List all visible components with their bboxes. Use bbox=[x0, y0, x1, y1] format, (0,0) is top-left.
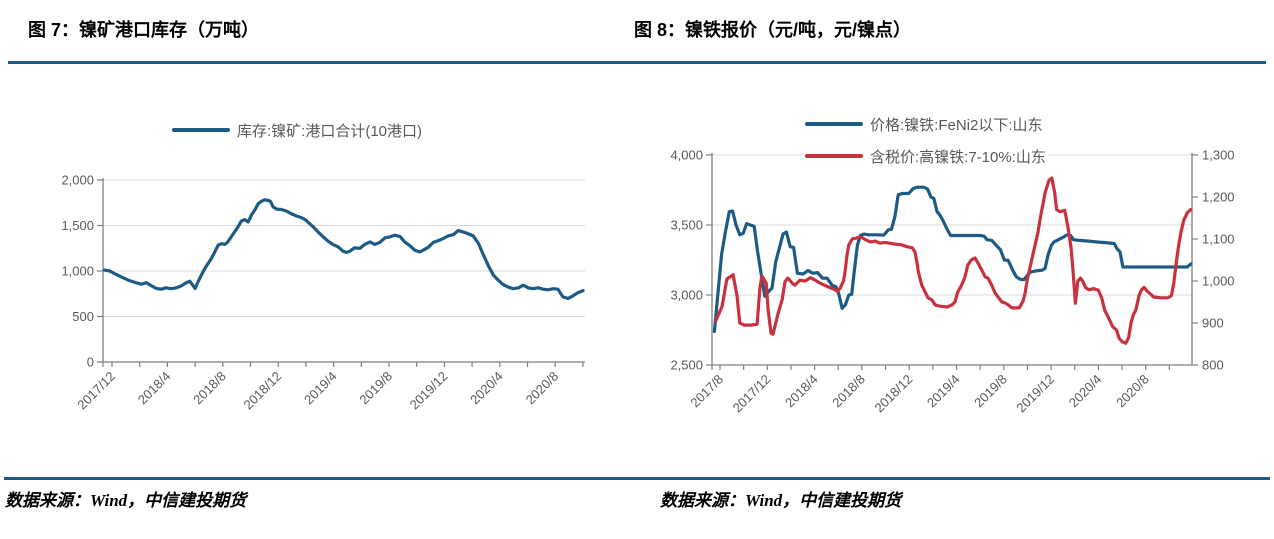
fig8-line-chart: 2,500 3,000 3,500 4,000 800 900 1,000 1,100 1,20… bbox=[670, 148, 1235, 416]
figure8-title: 图 8：镍铁报价（元/吨，元/镍点） bbox=[634, 20, 912, 40]
x-tick-label: 2020/8 bbox=[1113, 372, 1152, 411]
y-tick-label: 2,000 bbox=[61, 173, 94, 188]
x-tick-label: 2018/4 bbox=[135, 369, 174, 408]
y-tick-label: 3,000 bbox=[670, 288, 703, 303]
x-tick-label: 2018/4 bbox=[782, 372, 821, 411]
y-tick-label: 0 bbox=[87, 355, 94, 370]
fig7-legend-label: 库存:镍矿:港口合计(10港口) bbox=[237, 122, 423, 140]
x-tick-label: 2020/4 bbox=[467, 369, 506, 408]
header-divider-rule bbox=[8, 61, 1266, 64]
fig8-data-source: 数据来源：Wind，中信建投期货 bbox=[660, 491, 902, 510]
x-tick-label: 2017/12 bbox=[730, 372, 774, 416]
fig8-legend-label-blue: 价格:镍铁:FeNi2以下:山东 bbox=[870, 116, 1043, 134]
fig8-legend-swatch-red bbox=[805, 154, 863, 158]
x-tick-label: 2019/4 bbox=[924, 372, 963, 411]
fig7-data-source: 数据来源：Wind，中信建投期货 bbox=[5, 491, 247, 510]
figure7-title: 图 7：镍矿港口库存（万吨） bbox=[28, 20, 260, 40]
x-tick-label: 2019/12 bbox=[407, 369, 451, 413]
x-tick-label: 2018/12 bbox=[871, 372, 915, 416]
x-tick-label: 2020/4 bbox=[1066, 372, 1105, 411]
x-tick-label: 2017/8 bbox=[687, 372, 726, 411]
x-tick-label: 2018/8 bbox=[829, 372, 868, 411]
series-line bbox=[714, 176, 1193, 345]
series-line bbox=[102, 198, 585, 301]
y-tick-label: 1,500 bbox=[61, 218, 94, 233]
y-right-tick-label: 900 bbox=[1202, 316, 1224, 331]
x-tick-label: 2019/12 bbox=[1013, 372, 1057, 416]
x-tick-label: 2019/8 bbox=[356, 369, 395, 408]
x-tick-label: 2018/8 bbox=[190, 369, 229, 408]
y-right-tick-label: 1,200 bbox=[1202, 190, 1235, 205]
x-tick-label: 2019/8 bbox=[971, 372, 1010, 411]
footer-divider-rule bbox=[4, 477, 1270, 480]
y-right-tick-label: 1,300 bbox=[1202, 148, 1235, 163]
y-tick-label: 1,000 bbox=[61, 264, 94, 279]
series-line bbox=[712, 185, 1193, 333]
x-tick-label: 2019/4 bbox=[301, 369, 340, 408]
fig7-legend: 库存:镍矿:港口合计(10港口) bbox=[169, 121, 426, 140]
y-right-tick-label: 1,000 bbox=[1202, 274, 1235, 289]
fig8-legend-blue: 价格:镍铁:FeNi2以下:山东 bbox=[802, 115, 1046, 134]
x-tick-label: 2020/8 bbox=[523, 369, 562, 408]
y-tick-label: 2,500 bbox=[670, 358, 703, 373]
y-tick-label: 3,500 bbox=[670, 218, 703, 233]
y-tick-label: 500 bbox=[72, 309, 94, 324]
fig7-line-chart: 0 500 1,000 1,500 2,000 2017/12 2018/4 2018/8 20… bbox=[61, 173, 585, 413]
y-right-tick-label: 1,100 bbox=[1202, 232, 1235, 247]
fig8-legend-swatch-blue bbox=[805, 122, 863, 126]
fig8-legend-label-red: 含税价:高镍铁:7-10%:山东 bbox=[870, 148, 1046, 166]
fig8-legend-red: 含税价:高镍铁:7-10%:山东 bbox=[802, 147, 1049, 166]
y-right-tick-label: 800 bbox=[1202, 358, 1224, 373]
fig7-legend-swatch-blue bbox=[172, 128, 230, 132]
x-tick-label: 2018/12 bbox=[240, 369, 284, 413]
x-tick-label: 2017/12 bbox=[74, 369, 118, 413]
y-tick-label: 4,000 bbox=[670, 148, 703, 163]
